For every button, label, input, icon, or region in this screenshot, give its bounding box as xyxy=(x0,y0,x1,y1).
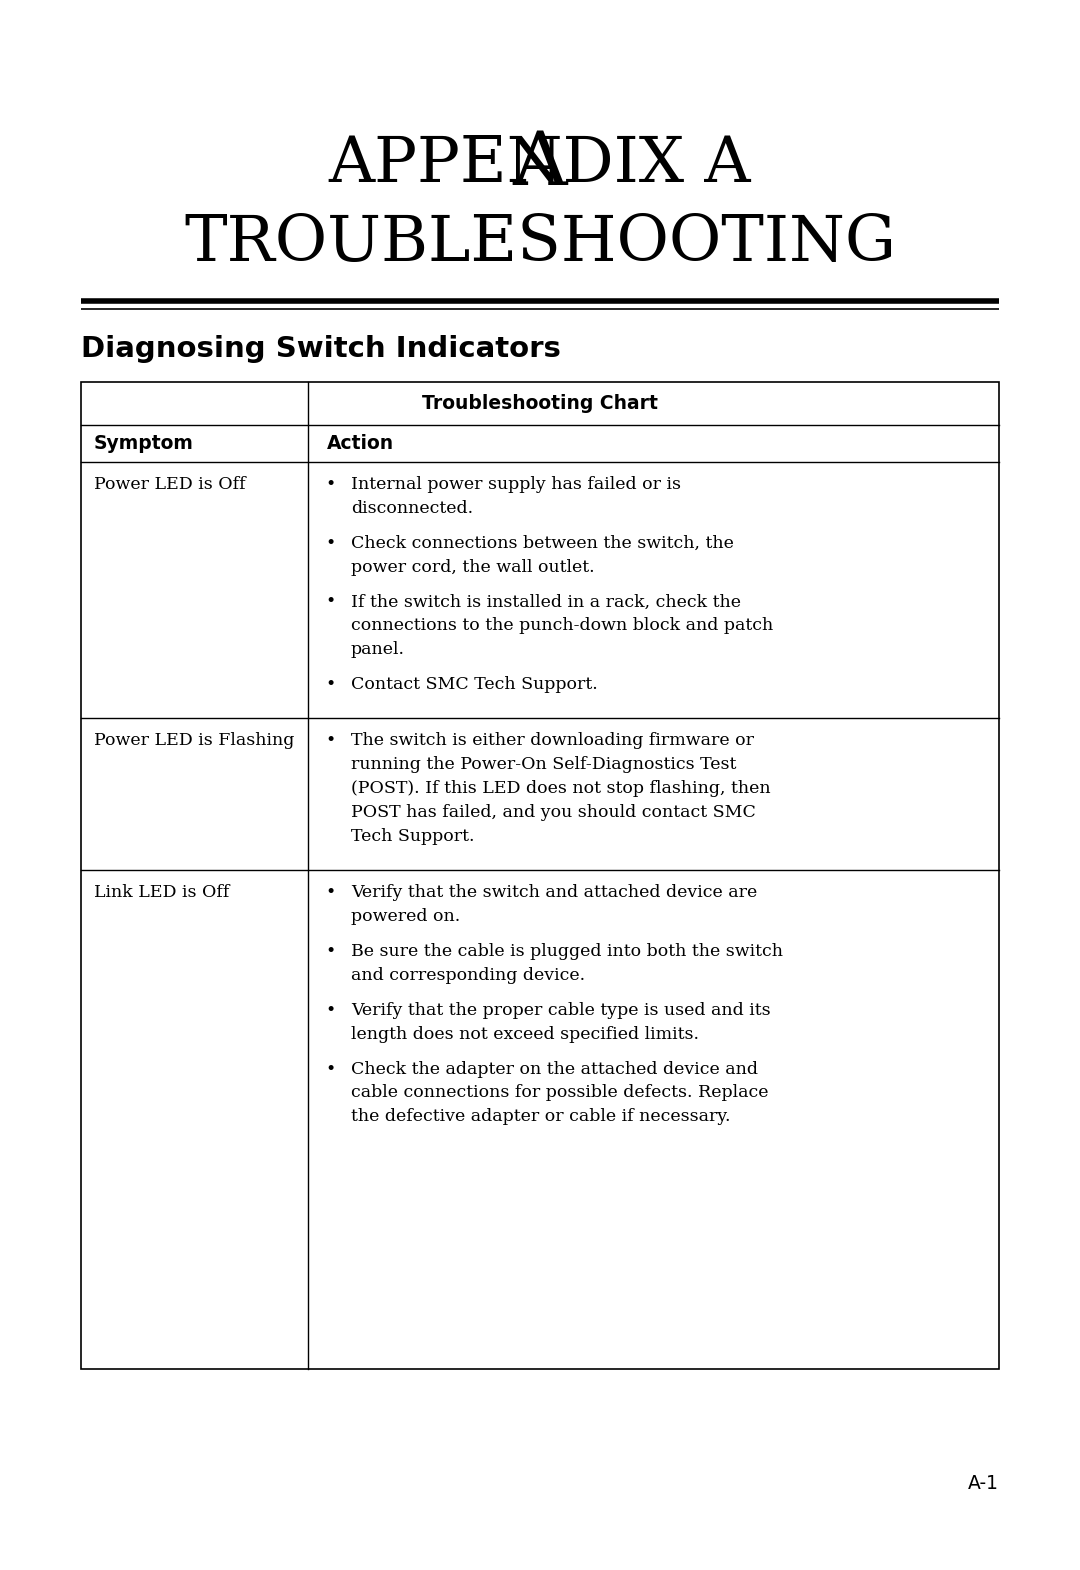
Text: •: • xyxy=(325,593,335,611)
Text: •: • xyxy=(325,1061,335,1077)
Text: •: • xyxy=(325,535,335,551)
Text: Contact SMC Tech Support.: Contact SMC Tech Support. xyxy=(351,677,597,692)
Text: powered on.: powered on. xyxy=(351,909,460,925)
Text: Power LED is Flashing: Power LED is Flashing xyxy=(94,732,295,749)
Text: •: • xyxy=(325,732,335,749)
Text: Action: Action xyxy=(327,433,394,454)
Text: power cord, the wall outlet.: power cord, the wall outlet. xyxy=(351,559,595,576)
Text: Verify that the switch and attached device are: Verify that the switch and attached devi… xyxy=(351,884,757,901)
Text: Troubleshooting Chart: Troubleshooting Chart xyxy=(422,394,658,413)
Text: The switch is either downloading firmware or: The switch is either downloading firmwar… xyxy=(351,732,754,749)
Text: Diagnosing Switch Indicators: Diagnosing Switch Indicators xyxy=(81,334,561,363)
Text: Symptom: Symptom xyxy=(94,433,193,454)
Text: Check the adapter on the attached device and: Check the adapter on the attached device… xyxy=(351,1061,758,1077)
Text: A: A xyxy=(513,129,567,201)
Text: Check connections between the switch, the: Check connections between the switch, th… xyxy=(351,535,734,551)
Text: the defective adapter or cable if necessary.: the defective adapter or cable if necess… xyxy=(351,1108,730,1126)
Text: APPENDIX A: APPENDIX A xyxy=(328,135,752,195)
Text: and corresponding device.: and corresponding device. xyxy=(351,967,585,984)
Text: POST has failed, and you should contact SMC: POST has failed, and you should contact … xyxy=(351,804,756,821)
Text: Be sure the cable is plugged into both the switch: Be sure the cable is plugged into both t… xyxy=(351,944,783,961)
Text: •: • xyxy=(325,677,335,692)
Text: Power LED is Off: Power LED is Off xyxy=(94,476,245,493)
Text: •: • xyxy=(325,1002,335,1019)
Text: A-1: A-1 xyxy=(968,1474,999,1493)
Text: disconnected.: disconnected. xyxy=(351,499,473,517)
Text: •: • xyxy=(325,884,335,901)
Text: Link LED is Off: Link LED is Off xyxy=(94,884,229,901)
Bar xyxy=(81,382,999,1369)
Text: (POST). If this LED does not stop flashing, then: (POST). If this LED does not stop flashi… xyxy=(351,780,771,798)
Text: running the Power-On Self-Diagnostics Test: running the Power-On Self-Diagnostics Te… xyxy=(351,757,737,774)
Text: Tech Support.: Tech Support. xyxy=(351,827,474,845)
Text: TROUBLESHOOTING: TROUBLESHOOTING xyxy=(184,214,896,273)
Text: cable connections for possible defects. Replace: cable connections for possible defects. … xyxy=(351,1085,769,1102)
Text: panel.: panel. xyxy=(351,641,405,658)
Text: •: • xyxy=(325,476,335,493)
Text: If the switch is installed in a rack, check the: If the switch is installed in a rack, ch… xyxy=(351,593,741,611)
Text: connections to the punch-down block and patch: connections to the punch-down block and … xyxy=(351,617,773,634)
Text: Verify that the proper cable type is used and its: Verify that the proper cable type is use… xyxy=(351,1002,771,1019)
Text: Internal power supply has failed or is: Internal power supply has failed or is xyxy=(351,476,681,493)
Text: length does not exceed specified limits.: length does not exceed specified limits. xyxy=(351,1025,699,1042)
Text: •: • xyxy=(325,944,335,961)
